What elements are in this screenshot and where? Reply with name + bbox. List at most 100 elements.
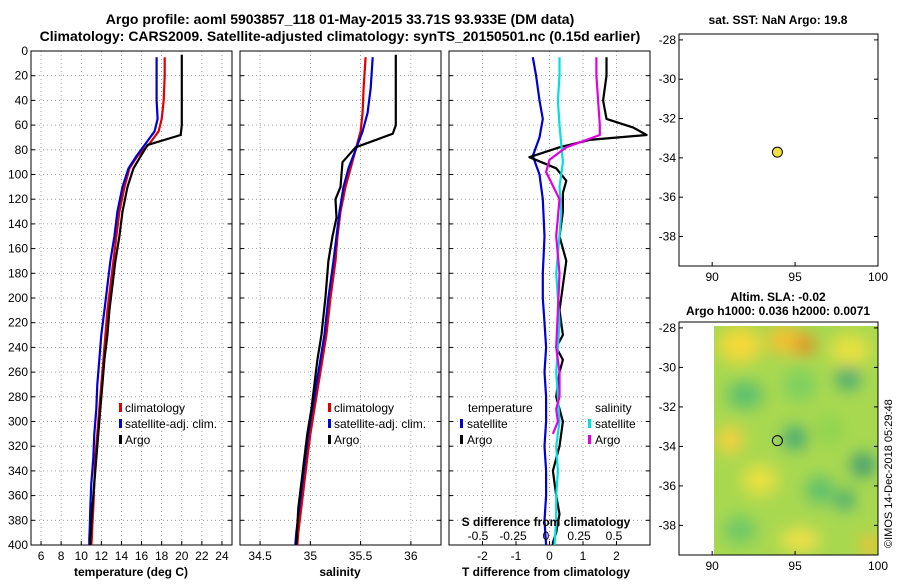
- legend-swatch-argo: [328, 435, 331, 444]
- ytick-label: 80: [15, 143, 29, 157]
- ytick-label: 40: [15, 93, 29, 107]
- sla-heatmap: [714, 326, 878, 555]
- ytick-label: 180: [8, 266, 28, 280]
- xtick-label: 24: [215, 549, 229, 563]
- ytick-label: 300: [8, 415, 28, 429]
- xtick-label: 10: [75, 549, 89, 563]
- map-ytick-label: -38: [659, 518, 677, 532]
- legend-label-climatology: climatology: [125, 401, 185, 415]
- ytick-label: 320: [8, 439, 28, 453]
- ytick-label: 120: [8, 192, 28, 206]
- map-xtick-label: 90: [705, 559, 719, 573]
- legend-label-temp-argo: Argo: [467, 433, 493, 447]
- argo-location-marker: [771, 146, 783, 158]
- title-line-1: Argo profile: aoml 5903857_118 01-May-20…: [106, 11, 574, 27]
- legend-label-satellite: satellite-adj. clim.: [334, 417, 426, 431]
- xtick-label: 6: [38, 549, 45, 563]
- series-line-satellite-adj-clim-: [88, 57, 159, 545]
- legend-label-temp-satellite: satellite: [467, 417, 508, 431]
- map-ytick-label: -32: [659, 112, 677, 126]
- xtick-label: 22: [195, 549, 209, 563]
- xtick-label: 12: [95, 549, 109, 563]
- xtick-label: 20: [175, 549, 189, 563]
- legend-title-salinity: salinity: [595, 401, 632, 415]
- ytick-label: 20: [15, 69, 29, 83]
- series-line-salinity-argo: [544, 57, 601, 435]
- ytick-label: 60: [15, 118, 29, 132]
- map-xtick-label: 90: [705, 270, 719, 284]
- legend-label-sal-argo: Argo: [595, 433, 621, 447]
- map-ytick-label: -36: [659, 479, 677, 493]
- differences-legend: temperature salinity satellite Argo sate…: [460, 401, 636, 447]
- map-ytick-label: -28: [659, 33, 677, 47]
- sla-map-subtitle: Argo h1000: 0.036 h2000: 0.0071: [686, 304, 870, 318]
- xtick-label: -2: [477, 549, 488, 563]
- ytick-label: 240: [8, 340, 28, 354]
- series-line-temperature-argo: [528, 57, 648, 545]
- ytick-label: 360: [8, 489, 28, 503]
- legend-swatch-sal-satellite: [588, 419, 591, 428]
- top-tick-label: 0.5: [606, 529, 623, 543]
- legend-swatch-climatology: [119, 403, 122, 412]
- ytick-label: 280: [8, 390, 28, 404]
- ytick-label: 200: [8, 291, 28, 305]
- temperature-legend: climatology satellite-adj. clim. Argo: [119, 401, 217, 447]
- legend-swatch-temp-satellite: [460, 419, 463, 428]
- salinity-legend: climatology satellite-adj. clim. Argo: [328, 401, 426, 447]
- watermark: ©IMOS 14-Dec-2018 05:29:48: [883, 399, 895, 548]
- xtick-label: 14: [115, 549, 129, 563]
- ytick-label: 160: [8, 242, 28, 256]
- ytick-label: 400: [8, 538, 28, 552]
- xtick-label: 18: [155, 549, 169, 563]
- legend-swatch-sal-argo: [588, 435, 591, 444]
- differences-panel: -2 -1 0 1 2 temperature salinity satellite A…: [448, 50, 651, 579]
- map-ytick-label: -32: [659, 400, 677, 414]
- ytick-label: 100: [8, 168, 28, 182]
- xtick-label: 34.5: [248, 549, 272, 563]
- map-ytick-label: -30: [659, 72, 677, 86]
- xtick-label: 1: [580, 549, 587, 563]
- series-line-argo: [89, 54, 183, 545]
- sst-map-title: sat. SST: NaN Argo: 19.8: [709, 13, 848, 27]
- ytick-label: 260: [8, 365, 28, 379]
- map-ytick-label: -38: [659, 230, 677, 244]
- map-xtick-label: 100: [868, 270, 888, 284]
- temperature-panel: 0 20 40 60 80 100 120 140 160 180 200 220 240 260 280 3…: [8, 44, 233, 579]
- salinity-xlabel: salinity: [319, 565, 361, 579]
- salinity-panel: 34.5 35 35.5 36 climatology satellite-adj. …: [239, 50, 442, 579]
- legend-label-argo: Argo: [334, 433, 360, 447]
- xtick-label: 8: [58, 549, 65, 563]
- map-ytick-label: -36: [659, 190, 677, 204]
- legend-label-climatology: climatology: [334, 401, 394, 415]
- legend-label-satellite: satellite-adj. clim.: [125, 417, 217, 431]
- top-tick-label: 0: [543, 529, 550, 543]
- ytick-label: 220: [8, 316, 28, 330]
- sst-map-panel: sat. SST: NaN Argo: 19.8 90 95 100 -28 -30 -3…: [659, 13, 889, 284]
- legend-swatch-argo: [119, 435, 122, 444]
- xtick-label: 0: [546, 549, 553, 563]
- xtick-label: 36: [404, 549, 418, 563]
- legend-label-argo: Argo: [125, 433, 151, 447]
- map-xtick-label: 100: [868, 559, 888, 573]
- xtick-label: 16: [135, 549, 149, 563]
- xtick-label: 35.5: [349, 549, 373, 563]
- map-ytick-label: -34: [659, 151, 677, 165]
- sla-map-panel: Altim. SLA: -0.02 Argo h1000: 0.036 h200…: [659, 290, 889, 573]
- series-line-argo: [295, 54, 397, 546]
- sla-map-title: Altim. SLA: -0.02: [730, 290, 826, 304]
- series-line-temperature-satellite: [531, 57, 548, 546]
- ytick-label: 380: [8, 513, 28, 527]
- temperature-xlabel: temperature (deg C): [74, 565, 188, 579]
- map-ytick-label: -28: [659, 321, 677, 335]
- legend-label-sal-satellite: satellite: [595, 417, 636, 431]
- series-line-climatology: [90, 57, 166, 546]
- s-difference-label: S difference from climatology: [462, 515, 631, 529]
- ytick-label: 140: [8, 217, 28, 231]
- t-difference-label: T difference from climatology: [462, 565, 630, 579]
- xtick-label: -1: [511, 549, 522, 563]
- ytick-label: 340: [8, 464, 28, 478]
- series-line-climatology: [296, 57, 367, 546]
- top-tick-label: 0.25: [567, 529, 591, 543]
- xtick-label: 35: [304, 549, 318, 563]
